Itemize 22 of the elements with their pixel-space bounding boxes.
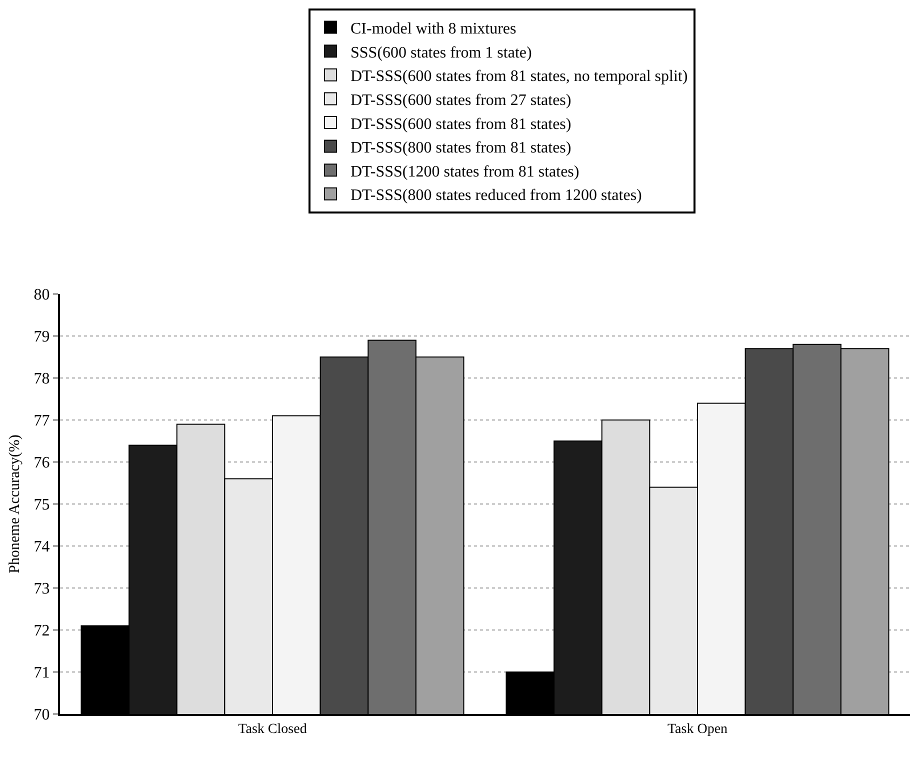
x-tick-label: Task Open [667, 722, 728, 737]
legend-label: DT-SSS(800 states from 81 states) [350, 140, 572, 157]
x-tick-label: Task Closed [238, 722, 307, 737]
y-tick-label: 70 [34, 706, 50, 724]
y-tick-label: 71 [34, 664, 50, 682]
y-tick-label: 73 [34, 580, 50, 598]
y-tick-label: 80 [34, 286, 50, 304]
y-tick-label: 75 [34, 496, 50, 514]
legend-label: SSS(600 states from 1 state) [350, 44, 532, 62]
y-tick-label: 72 [34, 622, 50, 640]
y-tick-label: 77 [34, 412, 50, 430]
legend-label: DT-SSS(800 states reduced from 1200 states) [350, 187, 642, 204]
legend-label: DT-SSS(600 states from 27 states) [350, 92, 572, 109]
legend-label: CI-model with 8 mixtures [350, 20, 516, 38]
y-tick-label: 79 [34, 328, 50, 346]
legend-label: DT-SSS(600 states from 81 states, no temporal split) [350, 68, 688, 86]
y-tick-label: 76 [34, 454, 50, 472]
y-tick-label: 74 [34, 538, 50, 556]
y-tick-label: 78 [34, 370, 50, 388]
legend-label: DT-SSS(1200 states from 81 states) [350, 163, 580, 180]
legend-label: DT-SSS(600 states from 81 states) [350, 116, 572, 133]
y-axis-title: Phoneme Accuracy(%) [7, 434, 23, 574]
